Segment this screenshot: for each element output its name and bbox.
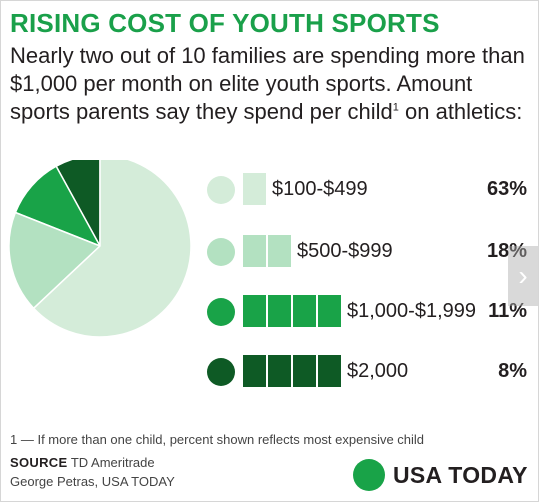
data-label-4: 8% — [498, 360, 527, 382]
legend-row-1: $100-$499 63% — [200, 170, 535, 206]
legend-label-1: $100-$499 — [272, 178, 368, 200]
legend-label-3: $1,000-$1,999 — [347, 300, 477, 322]
legend-swatch-4 — [207, 358, 235, 386]
legend-label-4: $2,000 — [347, 360, 409, 382]
source-label: SOURCE — [10, 455, 68, 470]
legend-bar-4 — [243, 355, 341, 387]
footnote-marker: 1 — [392, 101, 399, 114]
legend-row-4: $2,000 8% — [200, 352, 535, 388]
next-arrow-button[interactable]: › — [508, 246, 538, 306]
chevron-right-icon: › — [518, 260, 528, 291]
pie-slice-2 — [8, 211, 102, 310]
source-text: TD Ameritrade — [70, 455, 155, 470]
pie-chart — [8, 160, 192, 338]
data-label-2: 18% — [486, 240, 527, 262]
legend-swatch-2 — [207, 238, 235, 266]
subtitle-main: Nearly two out of 10 families are spendi… — [10, 43, 525, 124]
legend-label-2: $500-$999 — [297, 240, 393, 262]
legend-swatch-3 — [207, 298, 235, 326]
chart-title: RISING COST OF YOUTH SPORTS — [10, 8, 440, 38]
legend-row-2: $500-$999 18% — [200, 232, 535, 268]
subtitle-tail: on athletics: — [398, 99, 523, 124]
legend-swatch-1 — [207, 176, 235, 204]
legend-bar-2 — [243, 235, 291, 267]
logo-dot-icon — [353, 459, 385, 491]
data-label-1: 63% — [486, 178, 527, 200]
footnote: 1 — If more than one child, percent show… — [10, 432, 425, 447]
data-label-3: 11% — [488, 300, 527, 322]
legend-bar-3 — [243, 295, 341, 327]
pie-slice-1 — [32, 160, 192, 338]
source-line: SOURCE TD Ameritrade — [10, 455, 155, 470]
legend-bar-1 — [243, 173, 266, 205]
legend-row-3: $1,000-$1,999 11% — [200, 292, 535, 328]
chart-subtitle: Nearly two out of 10 families are spendi… — [10, 42, 530, 126]
logo-text: USA TODAY — [393, 461, 528, 488]
usa-today-logo: USA TODAY — [353, 458, 528, 492]
credit-line: George Petras, USA TODAY — [10, 474, 175, 489]
